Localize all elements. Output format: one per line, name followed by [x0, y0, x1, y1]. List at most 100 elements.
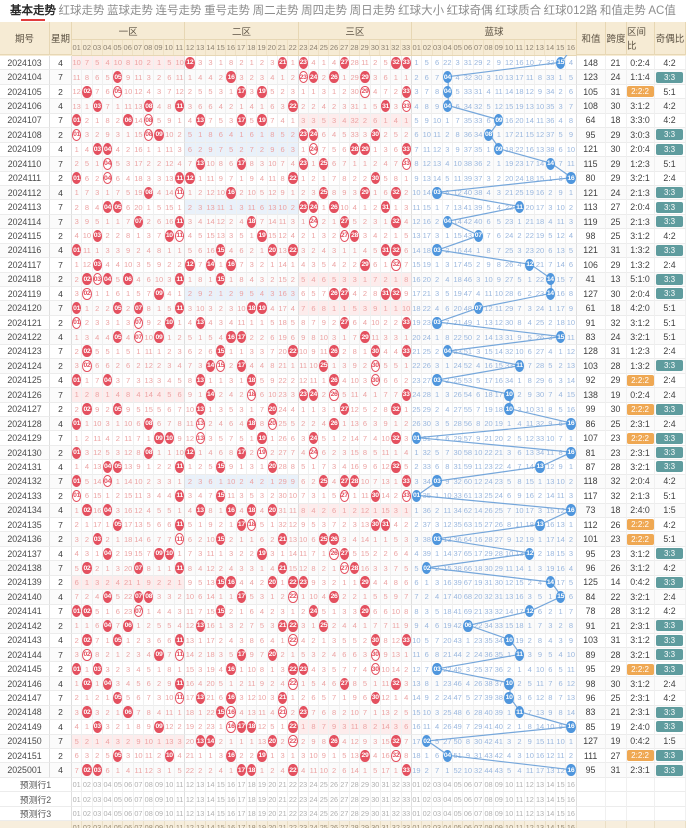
ball-cell: 7 [82, 56, 93, 71]
ball-cell: 8 [236, 272, 248, 287]
red-ball: 03 [92, 273, 102, 286]
ball-cell: 3 [247, 344, 258, 360]
miss-count: 5 [95, 346, 100, 356]
ball-cell: 9 [216, 171, 227, 186]
ball-cell: 3 [92, 185, 103, 201]
miss-count: 2 [301, 231, 306, 241]
miss-count: 4 [393, 520, 398, 530]
tab-周二走势[interactable]: 周二走势 [252, 5, 299, 17]
ball-cell: 18 [123, 532, 134, 547]
ball-cell: 14 [535, 157, 546, 172]
miss-count: 11 [536, 679, 544, 689]
tab-红球走势[interactable]: 红球走势 [58, 5, 105, 17]
miss-count: 2 [115, 664, 120, 674]
col-label: 06 [463, 40, 474, 55]
miss-count: 7 [424, 87, 429, 97]
miss-count: 3 [311, 115, 316, 125]
miss-count: 10 [504, 549, 514, 559]
tab-红球奇偶[interactable]: 红球奇偶 [446, 5, 493, 17]
ball-cell: 7 [267, 113, 278, 129]
ball-cell: 9 [308, 344, 320, 360]
miss-count: 3 [362, 303, 368, 313]
miss-count: 4 [434, 433, 440, 443]
tab-红球012路[interactable]: 红球012路 [543, 5, 598, 17]
miss-count: 6 [517, 289, 522, 299]
ball-cell: 4 [154, 489, 165, 504]
ball-cell: 52 [463, 359, 474, 374]
miss-count: 14 [144, 390, 153, 400]
miss-count: 2 [95, 303, 100, 313]
draw-row: 2024131 4 1 4 13 04 05 13 9 1 2 2 11 1 2 5 15 9 1 3 1 20 28 8 5 1… [0, 460, 686, 475]
miss-count: 16 [535, 188, 545, 198]
miss-count: 1 [218, 289, 223, 299]
tab-AC值[interactable]: AC值 [648, 5, 676, 17]
ball-cell: 3 [411, 84, 423, 100]
ball-cell: 10 [92, 416, 103, 432]
tab-和值走势[interactable]: 和值走势 [599, 5, 646, 17]
ball-cell: 1 [195, 388, 206, 403]
ball-cell: 14 [514, 561, 526, 576]
ball-cell: 35 [422, 489, 433, 504]
parity-cell: 5:1 [654, 84, 686, 100]
ball-cell: 34 [422, 474, 433, 490]
ball-cell: 1 [391, 691, 402, 706]
tab-基本走势[interactable]: 基本走势 [10, 1, 56, 21]
miss-count: 1 [177, 549, 182, 559]
ball-cell: 10 [144, 330, 155, 345]
miss-count: 1 [280, 549, 285, 559]
ball-cell: 33 [401, 633, 412, 648]
miss-count: 12 [206, 188, 215, 198]
miss-count: 4 [249, 577, 254, 587]
ball-cell: 10 [504, 633, 515, 648]
col-label: 16 [226, 40, 237, 55]
ball-cell: 8 [545, 691, 556, 706]
miss-count: 5 [383, 58, 388, 68]
miss-count: 9 [568, 130, 573, 140]
ball-cell: 13 [535, 460, 546, 475]
tab-周日走势[interactable]: 周日走势 [349, 5, 396, 17]
red-ball: 22 [288, 634, 298, 647]
miss-count: 7 [568, 606, 573, 616]
miss-count: 3 [115, 130, 120, 140]
zone_ratio-cell: 3:1:2 [626, 99, 655, 114]
miss-count: 1 [156, 346, 162, 356]
ball-cell: 3 [566, 489, 577, 504]
tab-重号走势[interactable]: 重号走势 [204, 5, 251, 17]
ball-cell: 32 [504, 344, 515, 360]
ball-cell: 2 [174, 590, 186, 605]
miss-count: 2 [84, 433, 90, 443]
red-ball: 26 [329, 590, 339, 603]
miss-count: 7 [414, 144, 419, 154]
zone_ratio-value: 1:2:3 [630, 158, 650, 169]
tab-连号走势[interactable]: 连号走势 [155, 5, 202, 17]
tab-蓝球走势[interactable]: 蓝球走势 [107, 5, 154, 17]
ball-cell: 1 [92, 243, 103, 259]
miss-count: 1 [404, 332, 409, 342]
miss-count: 4 [156, 606, 162, 616]
miss-count: 19 [134, 188, 143, 198]
ball-cell: 3 [288, 388, 299, 403]
ball-cell: 1 [267, 474, 278, 490]
tab-红球质合[interactable]: 红球质合 [495, 5, 542, 17]
ball-cell: 1 [329, 604, 340, 620]
miss-count: 3 [434, 577, 440, 587]
tab-周四走势[interactable]: 周四走势 [301, 5, 348, 17]
ball-cell: 2 [432, 344, 443, 360]
ball-cell: 2 [391, 489, 402, 504]
miss-count: 12 [566, 346, 576, 356]
miss-count: 4 [270, 563, 275, 573]
miss-count: 16 [525, 144, 534, 154]
miss-count: 3 [537, 563, 543, 573]
miss-count: 6 [156, 520, 162, 530]
week-cell: 2 [50, 445, 72, 461]
ball-cell: 16 [494, 373, 505, 389]
ball-cell: 07 [133, 315, 145, 331]
red-ball: 20 [267, 244, 277, 257]
miss-count: 2 [105, 650, 110, 660]
ball-cell: 2 [113, 662, 124, 677]
tab-红球大小[interactable]: 红球大小 [398, 5, 445, 17]
miss-count: 1 [259, 563, 265, 573]
miss-count: 2 [352, 260, 357, 270]
miss-count: 6 [311, 693, 316, 703]
span-cell: 26 [605, 561, 627, 576]
